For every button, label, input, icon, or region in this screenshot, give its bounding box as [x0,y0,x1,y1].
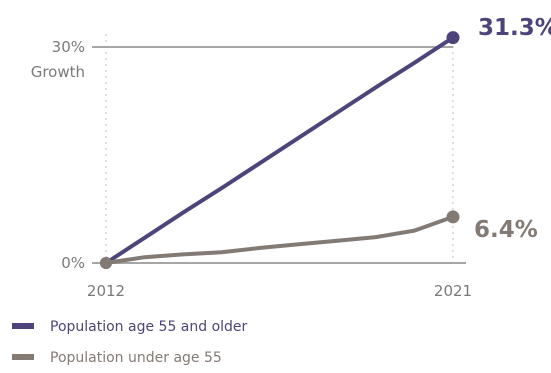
y-tick-label: 0% [61,254,85,272]
grid-layer [92,34,466,264]
legend: Population age 55 and older Population un… [12,319,248,366]
legend-swatch-2 [12,354,34,360]
series-line-1 [104,35,455,265]
series-start-point-2 [100,257,112,269]
y-axis-label: Growth [31,63,85,81]
end-value-label-2: 6.4% [474,217,538,243]
legend-swatch-1 [12,323,34,329]
end-value-label-1: 31.3% [478,15,551,41]
labels-layer: 30% 0% Growth 2012 2021 31.3% 6.4% [31,15,551,300]
series-line-2 [104,214,455,265]
x-tick-label: 2012 [87,282,125,300]
y-tick-label: 30% [52,38,85,56]
series-layer [100,31,460,269]
legend-label-2: Population under age 55 [50,350,222,366]
x-tick-label: 2021 [434,282,472,300]
series-end-point-1 [446,31,460,45]
legend-label-1: Population age 55 and older [50,319,248,335]
series-end-point-2 [446,210,460,224]
